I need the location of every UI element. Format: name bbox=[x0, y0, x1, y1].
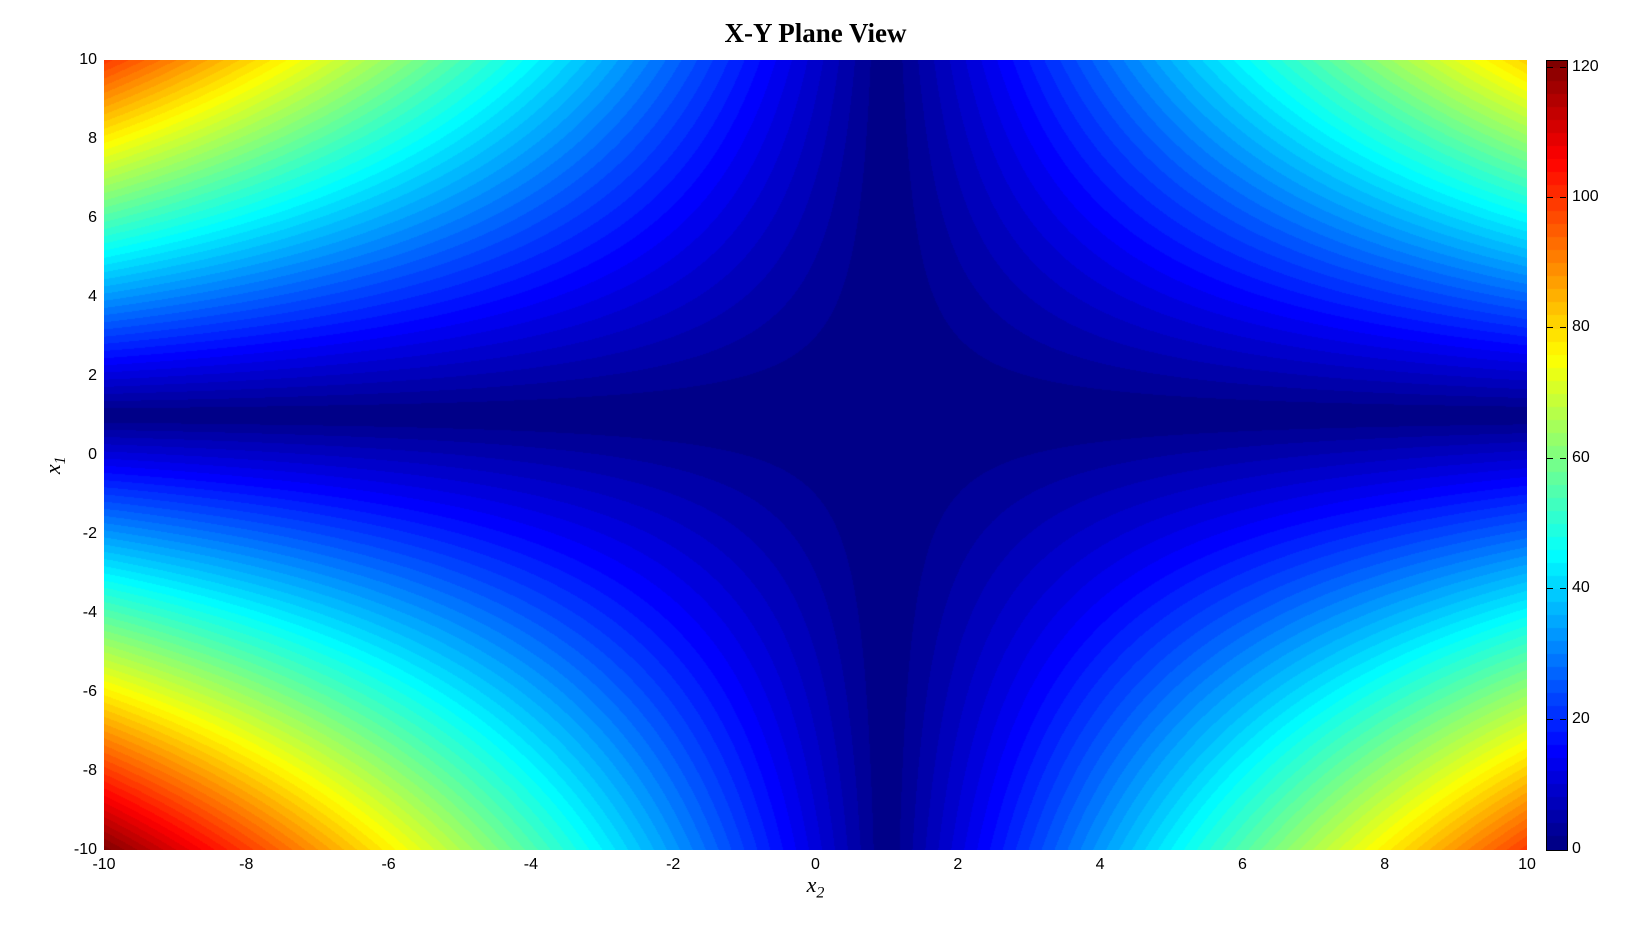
colorbar-tick-label: 20 bbox=[1572, 709, 1590, 727]
x-tick-label: 6 bbox=[1237, 856, 1247, 873]
y-tick-label: -2 bbox=[82, 525, 97, 542]
y-tick-label: 10 bbox=[79, 51, 97, 68]
x-tick-label: 2 bbox=[953, 856, 963, 873]
x-tick-label: 4 bbox=[1095, 856, 1105, 873]
colorbar-tick-mark bbox=[1560, 197, 1566, 198]
colorbar-tick-mark bbox=[1560, 458, 1566, 459]
x-tick-label: -2 bbox=[666, 856, 681, 873]
x-tick-label: -6 bbox=[381, 856, 396, 873]
colorbar-tick-mark bbox=[1547, 719, 1553, 720]
y-tick-label: 0 bbox=[88, 446, 97, 463]
x-tick-label: 10 bbox=[1518, 856, 1536, 873]
x-axis-label-subscript: 2 bbox=[816, 884, 825, 902]
x-tick-label: 0 bbox=[811, 856, 820, 873]
colorbar-tick-mark bbox=[1547, 67, 1553, 68]
colorbar-tick-label: 120 bbox=[1572, 57, 1599, 75]
y-axis-label-base: x bbox=[39, 464, 65, 475]
x-axis-label-base: x bbox=[806, 872, 817, 897]
colorbar-tick-label: 100 bbox=[1572, 187, 1599, 205]
colorbar-tick-label: 40 bbox=[1572, 579, 1590, 597]
y-tick-label: -10 bbox=[73, 841, 97, 858]
colorbar-tick-mark bbox=[1547, 197, 1553, 198]
chart-title: X-Y Plane View bbox=[724, 18, 907, 48]
x-axis-label: x2 bbox=[104, 872, 1527, 902]
colorbar-tick-mark bbox=[1560, 327, 1566, 328]
y-tick-label: 2 bbox=[88, 367, 97, 384]
x-tick-label: -10 bbox=[92, 856, 116, 873]
colorbar-tick-mark bbox=[1560, 67, 1566, 68]
y-tick-label: -8 bbox=[82, 762, 97, 779]
colorbar-tick-mark bbox=[1560, 588, 1566, 589]
x-tick-label: 8 bbox=[1380, 856, 1390, 873]
colorbar-tick-label: 60 bbox=[1572, 448, 1590, 466]
y-tick-label: 8 bbox=[88, 130, 97, 147]
y-axis-label: x1 bbox=[40, 430, 70, 500]
colorbar bbox=[1546, 60, 1568, 851]
y-tick-label: 6 bbox=[88, 209, 97, 226]
colorbar-tick-mark bbox=[1547, 588, 1553, 589]
colorbar-tick-mark bbox=[1560, 719, 1566, 720]
y-tick-label: 4 bbox=[88, 288, 97, 305]
colorbar-tick-mark bbox=[1547, 458, 1553, 459]
x-tick-label: -4 bbox=[523, 856, 539, 873]
colorbar-tick-label: 80 bbox=[1572, 318, 1590, 336]
y-axis-label-subscript: 1 bbox=[52, 456, 70, 465]
colorbar-tick-mark bbox=[1547, 327, 1553, 328]
y-tick-label: -6 bbox=[82, 683, 97, 700]
y-tick-label: -4 bbox=[82, 604, 97, 621]
contour-heatmap-canvas bbox=[104, 60, 1527, 850]
colorbar-tick-label: 0 bbox=[1572, 840, 1581, 857]
x-tick-label: -8 bbox=[239, 856, 254, 873]
